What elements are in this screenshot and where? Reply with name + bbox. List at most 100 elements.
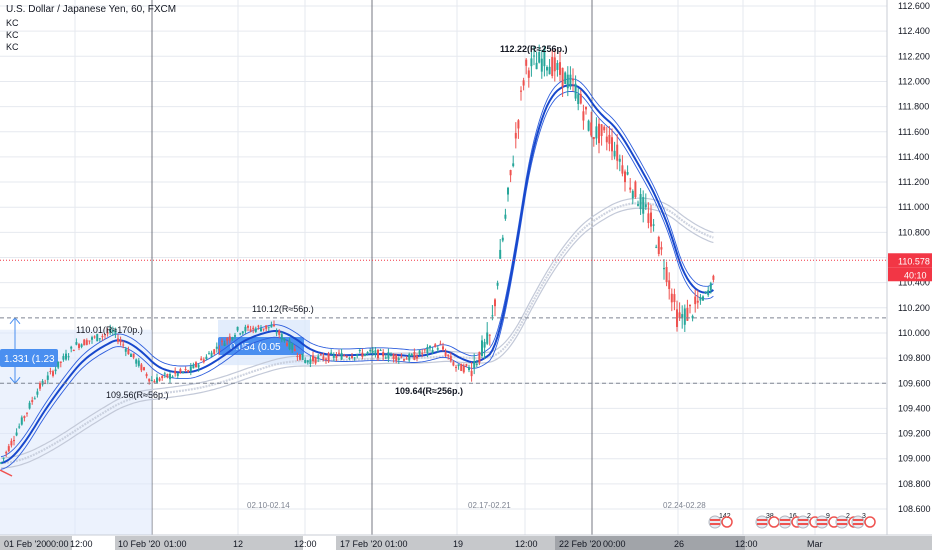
event-badge-4[interactable]: 2 <box>796 513 821 529</box>
candle-body <box>514 132 517 139</box>
candle-body <box>371 350 374 353</box>
event-badge-7[interactable]: 3 <box>851 513 876 529</box>
economic-events[interactable]: 142 38 16 2 9 2 3 <box>708 513 876 529</box>
indicator-label-kc-3[interactable]: KC <box>6 42 19 52</box>
candle-body <box>254 328 257 332</box>
candle-body <box>182 371 184 373</box>
candle-body <box>566 74 569 89</box>
candle-body <box>26 412 28 414</box>
indicator-label-kc-1[interactable]: KC <box>6 18 19 28</box>
week-range-label: 02.24-02.28 <box>663 501 706 510</box>
candle-body <box>330 352 333 354</box>
candle-body <box>119 339 122 343</box>
event-circle-icon <box>864 516 876 528</box>
candle-body <box>98 338 101 340</box>
candle-body <box>572 78 574 81</box>
candle-body <box>223 343 226 346</box>
candle-body <box>590 122 593 136</box>
annotation-high-1: 110.01(R≈170p.) <box>76 325 143 335</box>
candle-body <box>210 352 213 357</box>
candle-body <box>275 332 278 334</box>
candle-body <box>304 360 307 363</box>
candle-body <box>626 172 629 175</box>
candle-body <box>132 353 135 358</box>
candle-body <box>595 126 598 139</box>
annotation-high-3: 112.22(R≈256p.) <box>500 44 567 54</box>
candle-body <box>13 440 15 442</box>
event-count: 9 <box>826 513 830 520</box>
candle-body <box>634 181 637 198</box>
candle-body <box>605 136 608 143</box>
candle-body <box>327 353 330 362</box>
candle-body <box>306 360 309 363</box>
candle-body <box>642 197 645 214</box>
candle-body <box>447 354 450 357</box>
candle-body <box>416 355 418 359</box>
flag-stripe <box>853 519 863 521</box>
candle-body <box>538 52 541 63</box>
candle-body <box>553 57 556 72</box>
candle-body <box>283 338 286 341</box>
candle-body <box>569 74 572 87</box>
event-badge-3[interactable]: 16 <box>778 513 803 529</box>
measure-label-left: 1.331 (1.23 <box>4 354 55 365</box>
candle-body <box>189 366 192 372</box>
flag-stripe <box>798 523 808 525</box>
measure-tool[interactable]: 1.331 (1.23 0.054 (0.05 <box>0 317 310 537</box>
price-axis-label: 111.200 <box>898 177 929 187</box>
event-count: 16 <box>789 513 797 520</box>
candle-body <box>88 340 91 342</box>
candle-body <box>176 373 179 376</box>
candle-body <box>348 357 351 359</box>
fast-channel-upper <box>0 78 714 458</box>
candle-body <box>325 358 327 360</box>
price-axis-label: 109.600 <box>898 378 931 388</box>
candle-body <box>442 346 444 350</box>
candle-body <box>405 358 408 360</box>
time-axis-label: 12:00 <box>70 539 93 549</box>
candle-body <box>709 283 712 291</box>
candle-body <box>629 187 632 190</box>
candle-body <box>683 308 686 325</box>
candle-body <box>426 347 429 353</box>
candle-body <box>509 170 512 176</box>
flag-stripe <box>780 519 790 521</box>
candle-body <box>280 334 283 340</box>
candle-body <box>286 343 288 346</box>
candle-body <box>475 364 478 366</box>
candle-body <box>270 324 273 328</box>
candle-body <box>221 340 223 342</box>
candle-body <box>639 193 642 210</box>
price-axis-label: 112.200 <box>898 51 930 61</box>
indicator-label-kc-2[interactable]: KC <box>6 30 19 40</box>
flag-stripe <box>817 519 827 521</box>
candle-body <box>410 354 413 356</box>
price-axis-label: 110.800 <box>898 227 930 237</box>
candle-body <box>462 365 465 373</box>
candle-body <box>587 120 590 131</box>
candle-body <box>496 282 499 286</box>
candle-body <box>163 373 166 375</box>
candle-body <box>260 328 262 332</box>
candle-body <box>494 299 496 307</box>
candle-body <box>75 342 78 345</box>
countdown-label: 40:10 <box>904 270 927 280</box>
time-axis-session-box <box>336 536 745 550</box>
candle-body <box>652 224 655 226</box>
last-price-badge <box>888 253 932 268</box>
grid <box>0 0 887 535</box>
candle-body <box>340 352 343 360</box>
annotation-low-1: 109.56(R≈56p.) <box>106 390 168 400</box>
time-axis-label: 01:00 <box>164 539 187 549</box>
price-axis-label: 110.000 <box>898 328 930 338</box>
candle-body <box>0 462 2 464</box>
candle-body <box>548 66 551 75</box>
price-axis-label: 112.400 <box>898 26 930 36</box>
candle-body <box>431 349 434 353</box>
flag-stripe <box>837 523 847 525</box>
event-badge-1[interactable]: 142 <box>708 513 733 529</box>
candle-body <box>621 165 624 174</box>
candle-body <box>551 57 554 77</box>
